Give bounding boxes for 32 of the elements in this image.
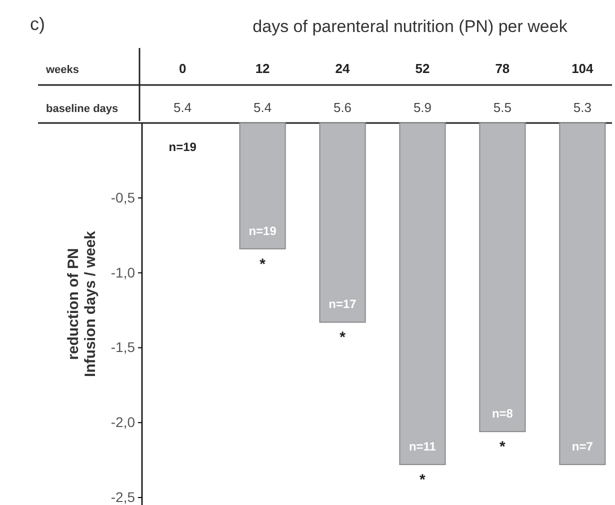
annotation: n=19 — [168, 140, 197, 154]
text: 5.5 — [493, 100, 512, 115]
x-axis-title: weeks — [45, 64, 80, 76]
annotation: * — [500, 438, 506, 456]
annotation: n=17 — [328, 297, 357, 312]
annotation: n=11 — [408, 440, 436, 454]
annotation: n=19 — [248, 224, 277, 238]
text: 5.6 — [333, 100, 352, 115]
text: 5.4 — [254, 100, 272, 115]
y-tick-label: -1,0 — [110, 264, 136, 280]
text: baseline days — [46, 103, 118, 115]
chart-title: days of parenteral nutrition (PN) per week — [252, 17, 568, 36]
y-tick-label: -0,5 — [110, 189, 136, 206]
y-tick-label: -2,5 — [110, 488, 136, 505]
annotation: n=7 — [572, 440, 594, 454]
x-tick-label: 24 — [335, 61, 351, 76]
annotation: n=8 — [492, 406, 514, 421]
annotation: * — [260, 256, 266, 273]
x-tick-label: 78 — [495, 61, 510, 76]
annotation: * — [340, 329, 346, 346]
x-tick-label: 12 — [255, 61, 270, 76]
x-tick-label: 52 — [415, 61, 430, 76]
y-tick-label: -1,5 — [110, 339, 136, 356]
y-axis-title: reduction of PN Infusion days / week — [65, 230, 99, 377]
annotation: * — [420, 472, 426, 489]
text: 5.9 — [413, 100, 432, 115]
text: 5.3 — [573, 100, 592, 115]
y-tick-label: -2,0 — [110, 414, 136, 430]
x-tick-label: 0 — [178, 61, 186, 76]
text: 5.4 — [174, 100, 192, 115]
text: c) — [30, 14, 45, 34]
x-tick-label: 104 — [572, 61, 594, 76]
